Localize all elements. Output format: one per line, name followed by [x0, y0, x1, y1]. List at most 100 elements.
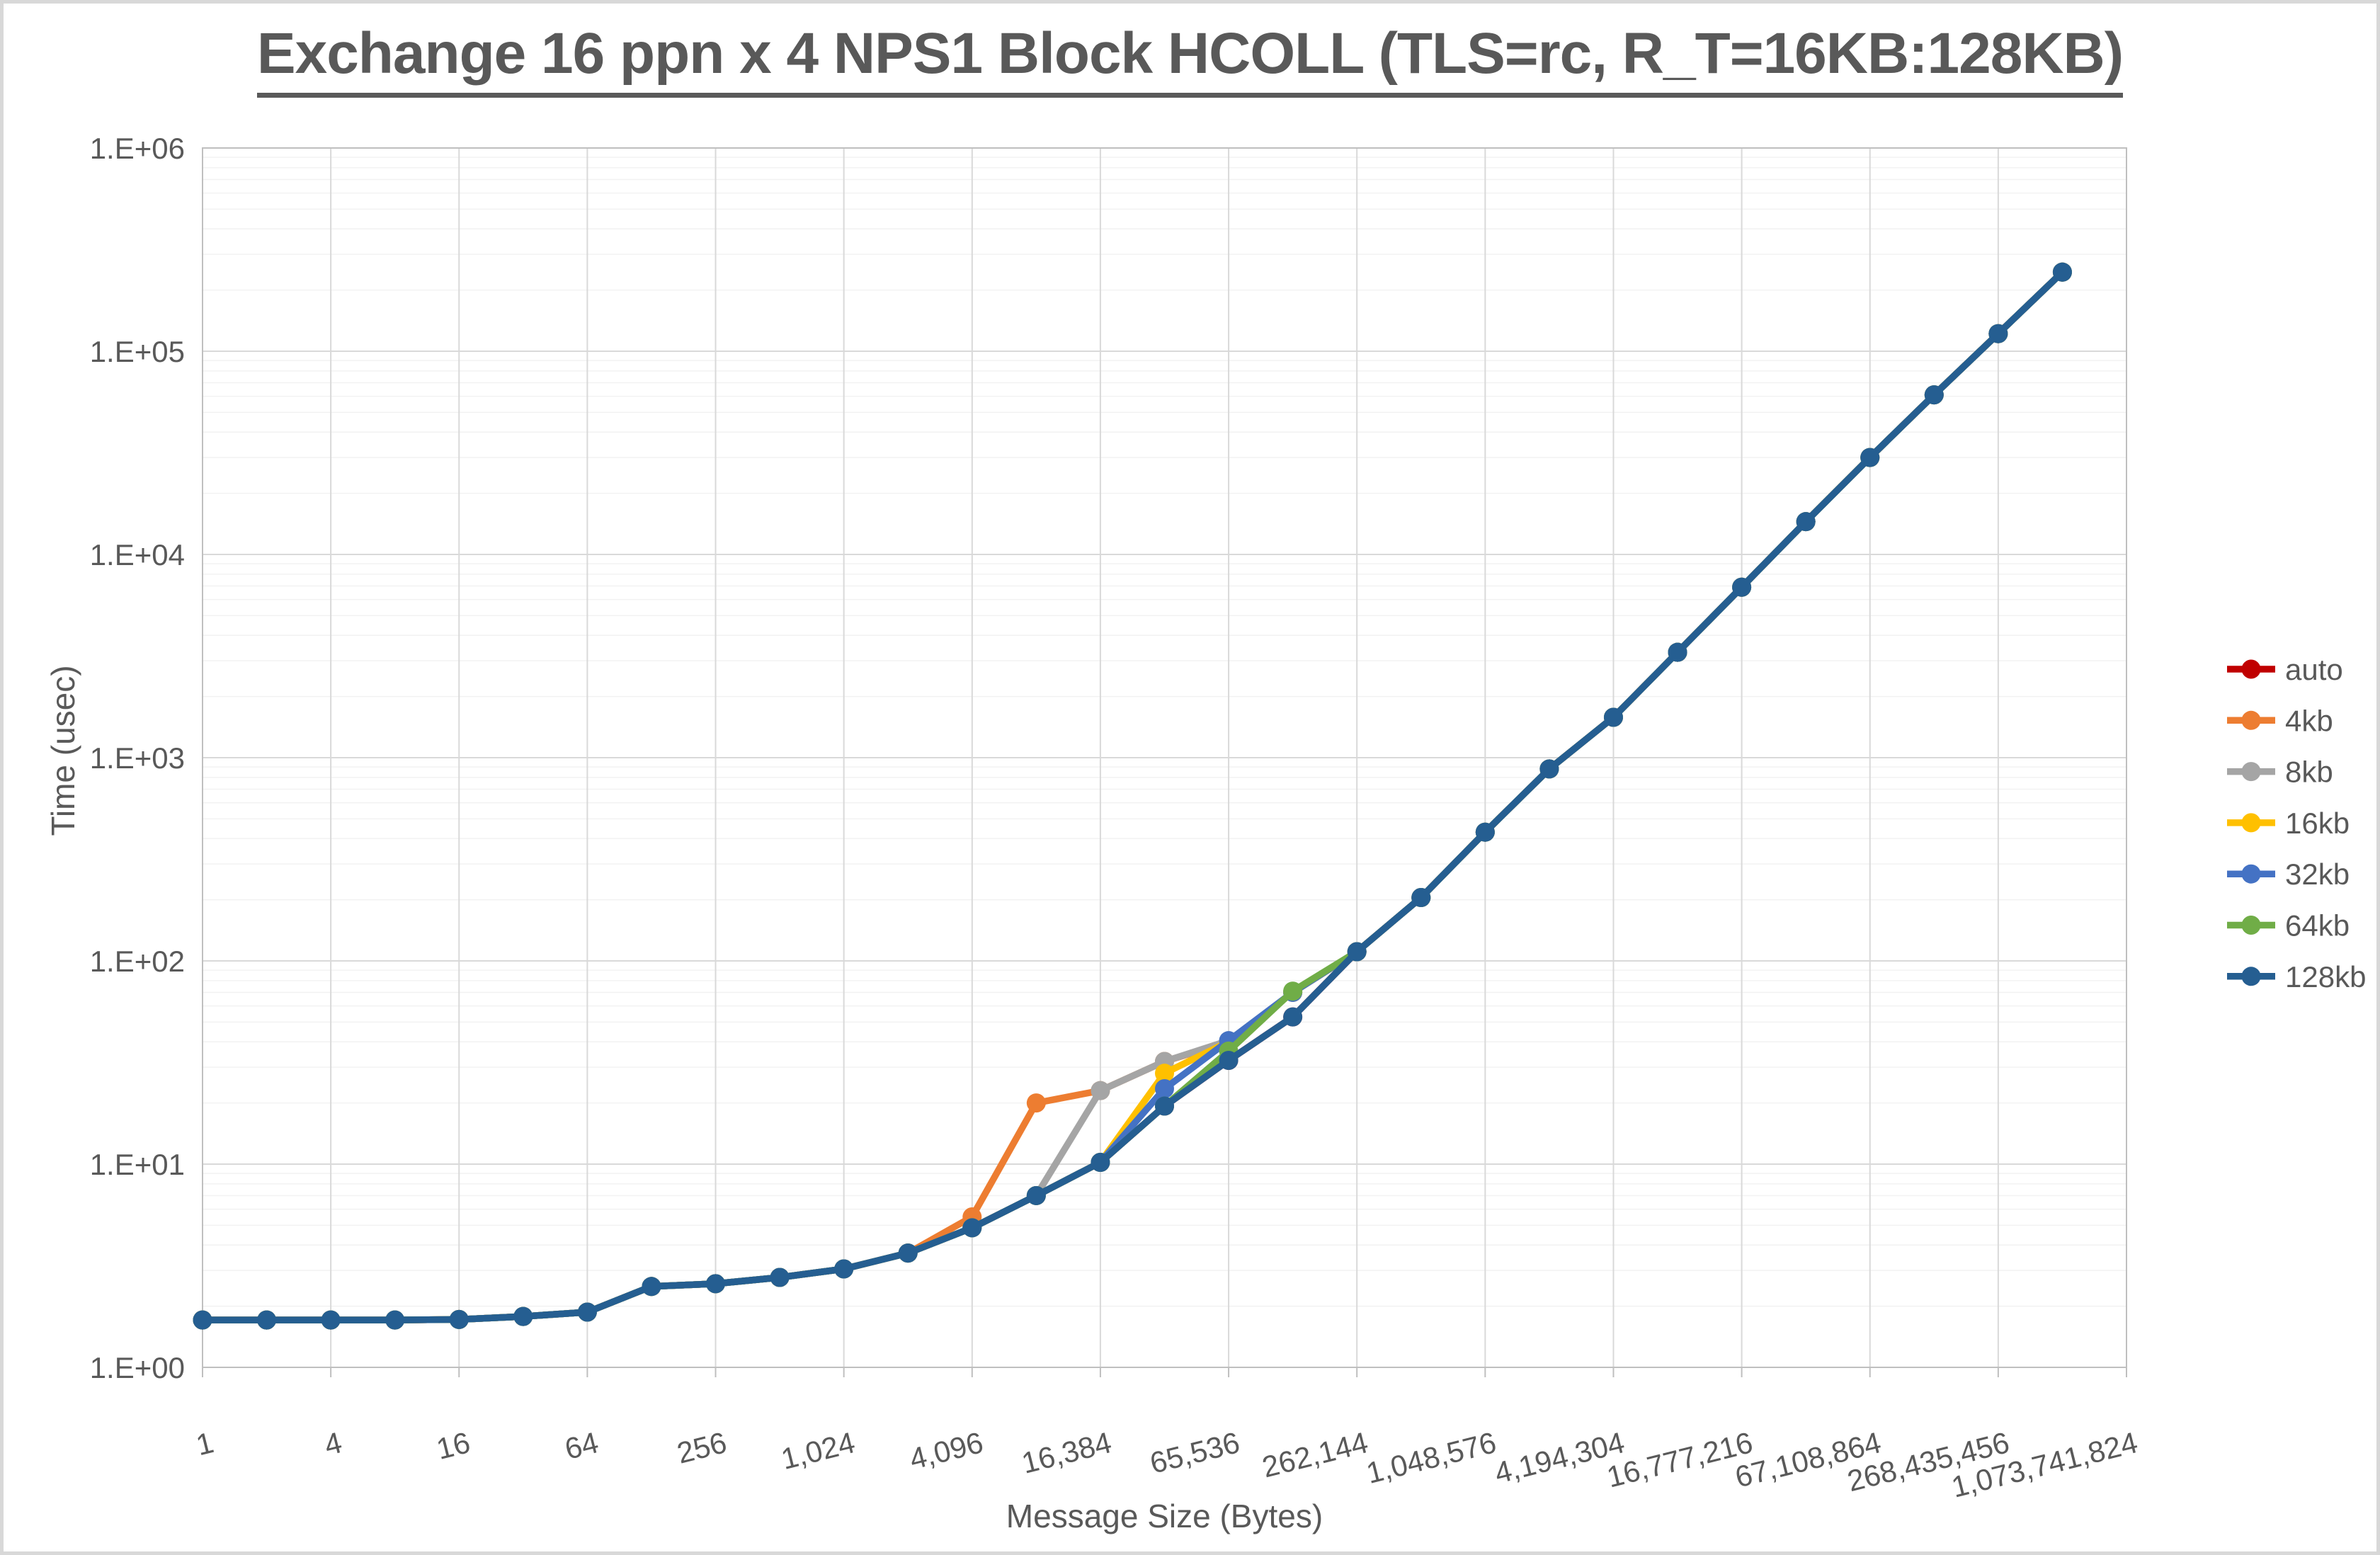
- series-line-32kb: [199, 268, 2066, 1323]
- legend-marker-icon-32kb: [2241, 864, 2261, 884]
- series-32kb: [193, 262, 2072, 1330]
- legend-item-128kb: 128kb: [2227, 960, 2366, 993]
- data-point-128kb: [770, 1268, 790, 1287]
- data-point-128kb: [1155, 1096, 1174, 1116]
- x-tick-label: 4: [321, 1425, 345, 1462]
- chart-title: Exchange 16 ppn x 4 NPS1 Block HCOLL (TL…: [4, 21, 2376, 98]
- x-tick-label: 4,096: [906, 1425, 986, 1476]
- data-point-8kb: [1091, 1081, 1110, 1100]
- legend-label-auto: auto: [2285, 653, 2343, 686]
- data-point-128kb: [898, 1243, 918, 1263]
- exchange-latency-chart: 1.E+00 1.E+01 1.E+02 1.E+03 1.E+04 1.E+05 1.E+…: [45, 132, 2366, 1534]
- data-point-128kb: [706, 1274, 726, 1294]
- x-tick-label: 16,777,216: [1603, 1425, 1755, 1493]
- series-4kb: [193, 262, 2072, 1330]
- data-point-128kb: [1860, 448, 1880, 467]
- legend-marker-icon-8kb: [2241, 762, 2261, 782]
- data-point-128kb: [1668, 642, 1687, 662]
- data-point-16kb: [1155, 1064, 1174, 1083]
- legend-item-4kb: 4kb: [2227, 704, 2333, 737]
- x-tick-label: 4,194,304: [1491, 1425, 1628, 1490]
- y-tick-label: 1.E+02: [90, 945, 185, 978]
- legend-marker-icon-auto: [2241, 659, 2261, 679]
- data-point-128kb: [1796, 512, 1816, 532]
- series-line-64kb: [199, 268, 2066, 1323]
- data-point-128kb: [1475, 822, 1495, 842]
- data-point-128kb: [1411, 888, 1431, 908]
- data-point-128kb: [321, 1310, 341, 1330]
- data-point-128kb: [385, 1310, 405, 1330]
- legend-item-64kb: 64kb: [2227, 909, 2350, 942]
- x-tick-label: 16,384: [1018, 1425, 1115, 1480]
- x-axis-title: Message Size (Bytes): [1006, 1498, 1323, 1534]
- legend-item-16kb: 16kb: [2227, 807, 2350, 840]
- data-point-128kb: [1026, 1185, 1046, 1205]
- y-axis-labels: 1.E+00 1.E+01 1.E+02 1.E+03 1.E+04 1.E+05 1.E+…: [90, 132, 185, 1384]
- x-tick-label: 1,048,576: [1363, 1425, 1500, 1490]
- y-tick-label: 1.E+06: [90, 132, 185, 165]
- y-tick-label: 1.E+05: [90, 335, 185, 368]
- x-tick-label: 1: [193, 1425, 217, 1462]
- legend-marker-icon-64kb: [2241, 916, 2261, 935]
- data-point-128kb: [1924, 385, 1944, 405]
- legend: auto 4kb 8kb 16kb 32kb 64kb 128kb: [2227, 653, 2366, 993]
- data-point-128kb: [1732, 577, 1752, 597]
- series-64kb: [193, 262, 2072, 1330]
- data-point-64kb: [1283, 981, 1303, 1001]
- legend-label-128kb: 128kb: [2285, 960, 2366, 993]
- legend-label-32kb: 32kb: [2285, 858, 2350, 891]
- x-tick-label: 256: [673, 1425, 729, 1470]
- series-auto: [193, 262, 2072, 1330]
- series-8kb: [193, 262, 2072, 1330]
- data-point-128kb: [193, 1310, 212, 1330]
- y-axis-title: Time (usec): [45, 665, 81, 836]
- data-point-128kb: [1539, 759, 1559, 779]
- y-tick-label: 1.E+04: [90, 538, 185, 571]
- minor-gridlines: [203, 156, 2126, 1307]
- x-axis-labels: 1 4 16 64 256 1,024 4,096 16,384 65,536 262,1441,…: [193, 1425, 2141, 1504]
- chart-title-text: Exchange 16 ppn x 4 NPS1 Block HCOLL (TL…: [256, 21, 2124, 98]
- data-point-128kb: [577, 1302, 597, 1322]
- data-point-128kb: [1988, 324, 2008, 343]
- legend-label-4kb: 4kb: [2285, 704, 2333, 737]
- y-tick-label: 1.E+03: [90, 741, 185, 775]
- data-point-128kb: [642, 1277, 661, 1297]
- data-point-128kb: [962, 1218, 982, 1238]
- series-line-8kb: [199, 268, 2066, 1323]
- x-tick-label: 64: [562, 1425, 602, 1466]
- legend-label-8kb: 8kb: [2285, 756, 2333, 789]
- y-tick-label: 1.E+01: [90, 1148, 185, 1181]
- data-point-128kb: [1347, 942, 1367, 962]
- data-point-128kb: [834, 1259, 854, 1279]
- legend-item-auto: auto: [2227, 653, 2343, 686]
- legend-marker-icon-4kb: [2241, 710, 2261, 730]
- legend-marker-icon-16kb: [2241, 813, 2261, 833]
- x-axis-ticks: [202, 1367, 2127, 1377]
- data-point-32kb: [1155, 1079, 1174, 1099]
- legend-item-32kb: 32kb: [2227, 858, 2350, 891]
- data-point-128kb: [1603, 707, 1623, 727]
- data-point-128kb: [449, 1309, 469, 1329]
- series-line-4kb: [199, 268, 2066, 1323]
- data-point-128kb: [257, 1310, 277, 1330]
- series-line-auto: [199, 268, 2066, 1323]
- series-line-16kb: [199, 268, 2066, 1323]
- legend-label-16kb: 16kb: [2285, 807, 2350, 840]
- data-point-128kb: [1219, 1050, 1239, 1070]
- x-tick-label: 1,024: [778, 1425, 858, 1476]
- series-16kb: [193, 262, 2072, 1330]
- major-gridlines: [203, 351, 2126, 1165]
- data-point-128kb: [1091, 1153, 1110, 1173]
- legend-marker-icon-128kb: [2241, 967, 2261, 986]
- series-line-128kb: [199, 268, 2066, 1323]
- y-tick-label: 1.E+00: [90, 1351, 185, 1384]
- x-tick-label: 65,536: [1146, 1425, 1243, 1480]
- legend-item-8kb: 8kb: [2227, 756, 2333, 789]
- data-point-4kb: [1026, 1093, 1046, 1113]
- x-tick-label: 16: [433, 1425, 474, 1466]
- plot-area-border: [202, 147, 2127, 1368]
- x-tick-label: 262,144: [1259, 1425, 1372, 1483]
- data-point-128kb: [1283, 1007, 1303, 1027]
- data-point-128kb: [2052, 262, 2072, 282]
